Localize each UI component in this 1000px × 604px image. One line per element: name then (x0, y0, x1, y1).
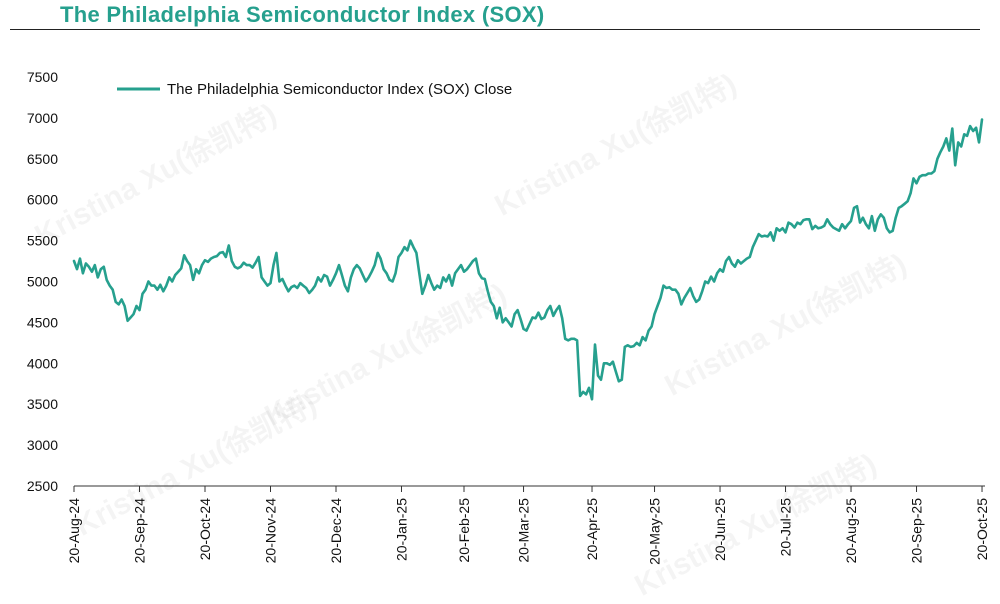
legend-label: The Philadelphia Semiconductor Index (SO… (167, 81, 512, 98)
y-tick-label: 5000 (27, 274, 58, 290)
x-tick-label: 20-Sep-25 (909, 498, 925, 564)
x-tick-label: 20-Apr-25 (584, 498, 600, 560)
y-tick-label: 6500 (27, 151, 58, 167)
y-tick-label: 3500 (27, 396, 58, 412)
x-tick-label: 20-Jul-25 (778, 498, 794, 557)
series-line (72, 118, 984, 401)
x-tick-label: 20-Dec-24 (328, 498, 344, 564)
title-divider (10, 29, 980, 30)
x-tick-label: 20-Jan-25 (393, 498, 409, 561)
y-tick-label: 4000 (27, 355, 58, 371)
x-tick-label: 20-Aug-25 (843, 498, 859, 564)
x-tick-label: 20-Nov-24 (262, 498, 278, 564)
y-tick-label: 7000 (27, 110, 58, 126)
y-tick-label: 7500 (27, 69, 58, 85)
x-tick-label: 20-May-25 (647, 498, 663, 565)
y-tick-label: 2500 (27, 478, 58, 494)
x-tick-label: 20-Oct-25 (974, 498, 990, 560)
x-tick-label: 20-Sep-24 (131, 498, 147, 564)
x-tick-label: 20-Oct-24 (197, 498, 213, 560)
x-tick-label: 20-Feb-25 (456, 498, 472, 563)
x-tick-label: 20-Aug-24 (66, 498, 82, 564)
y-tick-label: 6000 (27, 192, 58, 208)
legend: The Philadelphia Semiconductor Index (SO… (117, 81, 512, 98)
y-tick-label: 4500 (27, 314, 58, 330)
series-layer (72, 118, 984, 401)
x-axis: 20-Aug-24 20-Sep-24 20-Oct-24 20-Nov-24 20-D… (66, 485, 990, 565)
y-tick-label: 5500 (27, 233, 58, 249)
y-tick-label: 3000 (27, 437, 58, 453)
x-tick-label: 20-Jun-25 (712, 498, 728, 561)
y-axis: 2500 3000 3500 4000 4500 5000 5500 6000 6500 7000… (27, 69, 58, 494)
x-tick-label: 20-Mar-25 (516, 498, 532, 563)
chart-title: The Philadelphia Semiconductor Index (SO… (60, 2, 545, 27)
